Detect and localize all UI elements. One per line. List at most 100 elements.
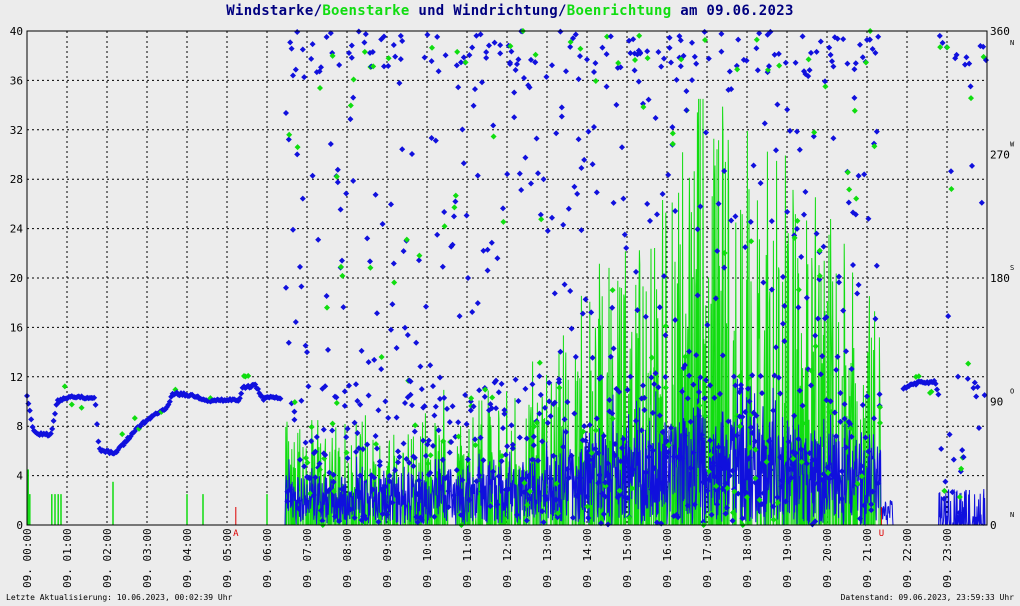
direction-point xyxy=(598,374,604,381)
direction-point xyxy=(402,399,408,406)
y-tick-label: 8 xyxy=(16,420,23,433)
direction-point xyxy=(563,68,569,75)
gust-direction-point xyxy=(489,394,496,401)
gust-direction-point xyxy=(294,144,301,151)
direction-point xyxy=(619,444,625,451)
direction-point xyxy=(564,399,571,406)
direction-point xyxy=(767,28,774,35)
direction-point xyxy=(446,449,453,456)
gust-direction-point xyxy=(956,494,963,501)
direction-point xyxy=(624,386,631,393)
direction-point xyxy=(523,517,530,524)
direction-point xyxy=(560,443,567,450)
x-tick-label: 09. 05:00 xyxy=(221,528,234,588)
direction-point xyxy=(724,464,730,471)
direction-point xyxy=(770,503,777,510)
direction-point xyxy=(441,208,448,215)
direction-point xyxy=(322,451,329,458)
direction-point xyxy=(369,486,376,493)
direction-point xyxy=(868,501,875,508)
direction-point xyxy=(453,62,460,69)
direction-point xyxy=(400,248,407,255)
direction-point xyxy=(845,199,852,206)
direction-point xyxy=(547,475,554,482)
x-tick-label: 09. 23:00 xyxy=(941,528,954,588)
direction-point xyxy=(829,471,835,478)
direction-point xyxy=(343,190,350,197)
direction-point xyxy=(577,53,583,60)
direction-point xyxy=(749,429,756,436)
direction-point xyxy=(719,485,726,492)
direction-point xyxy=(707,437,714,444)
direction-point xyxy=(855,281,862,288)
direction-point xyxy=(525,473,532,480)
direction-point xyxy=(960,454,967,461)
direction-point xyxy=(582,296,589,303)
direction-point xyxy=(634,307,641,314)
direction-point xyxy=(980,43,987,50)
direction-point xyxy=(354,398,361,405)
chart-title: Windstarke/Boenstarke und Windrichtung/B… xyxy=(0,3,1020,19)
direction-point xyxy=(535,457,541,464)
direction-point xyxy=(327,140,334,147)
direction-point xyxy=(476,472,483,479)
direction-point xyxy=(770,407,777,414)
direction-point xyxy=(654,211,660,218)
direction-point xyxy=(823,397,830,404)
direction-point xyxy=(374,445,380,452)
direction-point xyxy=(728,86,735,93)
direction-point xyxy=(682,432,688,439)
gust-direction-point xyxy=(965,360,972,367)
direction-point xyxy=(386,478,393,485)
direction-point xyxy=(708,511,715,518)
direction-point xyxy=(298,397,305,404)
direction-point xyxy=(645,454,652,461)
gust-direction-point xyxy=(756,496,763,503)
gust-direction-point xyxy=(702,412,708,419)
direction-point xyxy=(495,389,502,396)
direction-point xyxy=(837,418,844,425)
direction-point xyxy=(792,450,799,457)
direction-point xyxy=(771,51,778,58)
gust-direction-point xyxy=(553,480,560,487)
direction-point xyxy=(739,413,746,420)
gust-direction-point xyxy=(730,509,736,516)
direction-point xyxy=(430,442,436,449)
direction-point xyxy=(516,434,523,441)
direction-point xyxy=(605,460,611,467)
direction-point xyxy=(705,476,712,483)
direction-point xyxy=(347,116,354,123)
direction-point xyxy=(392,467,399,474)
gust-direction-point xyxy=(737,423,743,430)
direction-point xyxy=(606,396,613,403)
direction-point xyxy=(873,128,880,135)
direction-point xyxy=(530,442,537,449)
direction-point xyxy=(949,489,956,496)
direction-point xyxy=(442,52,449,59)
direction-point xyxy=(386,472,393,479)
direction-point xyxy=(396,80,403,87)
direction-point xyxy=(859,54,866,61)
direction-point xyxy=(795,304,802,311)
direction-point xyxy=(703,377,709,384)
direction-point xyxy=(549,62,555,69)
direction-point xyxy=(778,477,785,484)
direction-point xyxy=(868,507,875,514)
gust-direction-point xyxy=(367,264,374,271)
gust-direction-point xyxy=(61,383,68,390)
direction-point xyxy=(711,473,718,480)
direction-point xyxy=(460,54,467,61)
direction-point xyxy=(600,511,607,518)
direction-point xyxy=(505,486,512,493)
direction-point xyxy=(815,315,821,322)
x-tick-label: 09. 02:00 xyxy=(101,528,114,588)
gust-direction-point xyxy=(482,386,489,393)
direction-point xyxy=(638,427,645,434)
direction-point xyxy=(479,488,485,495)
gust-direction-point xyxy=(538,216,545,223)
y-tick-label: 20 xyxy=(10,272,23,285)
gust-direction-point xyxy=(131,415,138,422)
gust-direction-point xyxy=(527,488,533,495)
gust-direction-point xyxy=(524,502,531,509)
direction-point xyxy=(941,495,947,502)
